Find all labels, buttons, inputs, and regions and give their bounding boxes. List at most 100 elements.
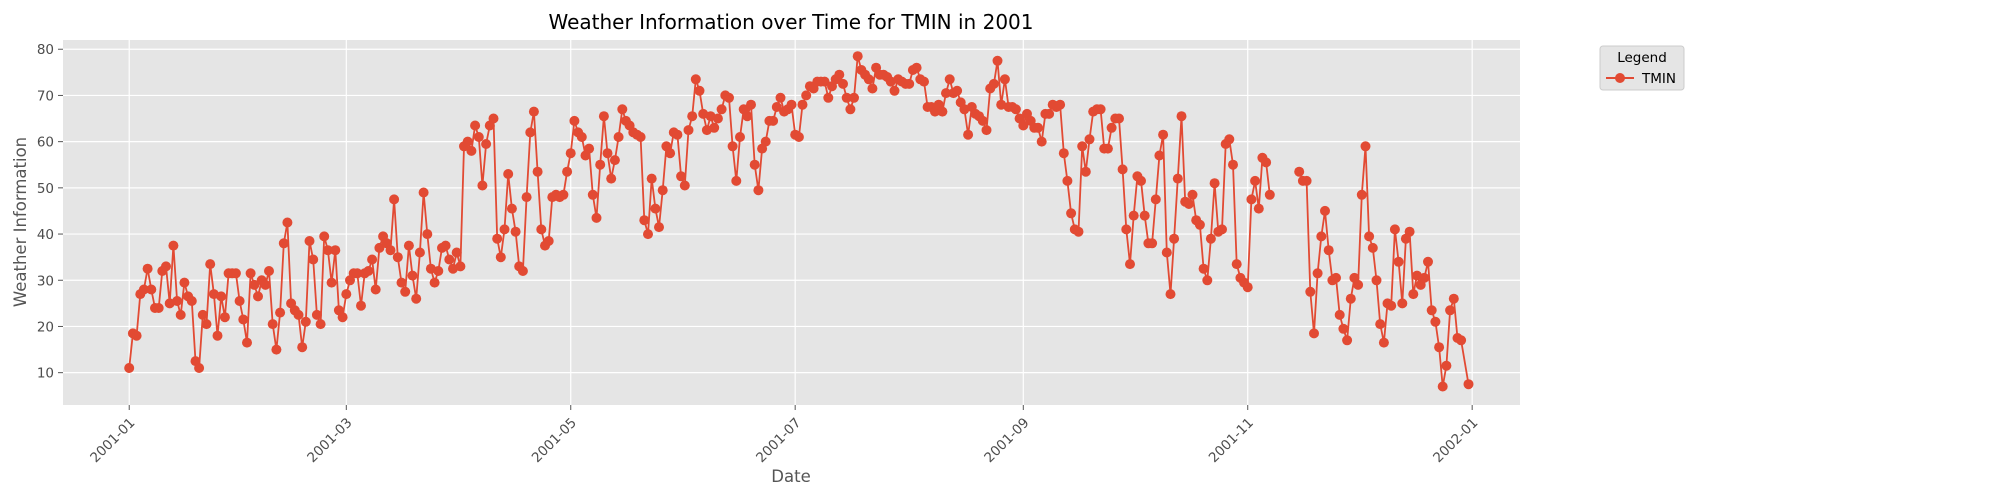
data-point (904, 78, 915, 89)
data-point (1183, 199, 1194, 209)
data-point (1136, 175, 1146, 186)
data-point (481, 139, 492, 149)
data-point (716, 104, 727, 115)
data-point (1158, 129, 1169, 140)
legend-marker-swatch (1615, 73, 1625, 83)
data-point (731, 175, 742, 186)
data-point (142, 263, 153, 274)
data-point (363, 266, 374, 276)
data-point (367, 254, 378, 265)
data-point (1217, 224, 1227, 235)
data-point (1456, 335, 1467, 346)
data-point (617, 104, 628, 115)
data-point (963, 129, 974, 140)
data-point (1441, 360, 1452, 371)
data-point (1334, 309, 1345, 320)
data-point (433, 266, 444, 276)
data-point (543, 236, 554, 246)
data-point (1106, 122, 1117, 133)
x-tick-label: 2001-09 (981, 415, 1032, 466)
data-point (282, 217, 293, 228)
data-point (1209, 178, 1220, 189)
data-point (775, 92, 786, 103)
data-point (793, 132, 804, 142)
data-point (1261, 157, 1272, 168)
data-point (124, 363, 135, 373)
series-layer (124, 51, 1474, 392)
data-point (849, 92, 859, 103)
data-point (444, 254, 455, 265)
data-point (591, 212, 602, 223)
data-point (1150, 194, 1161, 205)
data-point (672, 129, 683, 140)
data-point (598, 111, 609, 122)
data-point (525, 127, 536, 138)
data-point (889, 85, 900, 96)
data-point (845, 104, 856, 115)
data-point (941, 88, 951, 99)
data-point (356, 300, 366, 311)
data-point (175, 309, 186, 320)
data-point (451, 247, 462, 258)
data-point (1294, 166, 1305, 177)
data-point (576, 132, 587, 142)
data-point (418, 187, 429, 198)
data-point (595, 159, 606, 170)
y-tick-label: 60 (37, 135, 54, 151)
data-point (1165, 289, 1176, 300)
chart-title: Weather Information over Time for TMIN i… (549, 10, 1034, 34)
data-point (797, 99, 808, 110)
data-point (245, 268, 256, 279)
data-point (823, 92, 834, 103)
data-point (988, 78, 999, 89)
data-point (1430, 316, 1441, 327)
data-point (293, 309, 304, 320)
data-point (1147, 238, 1158, 249)
legend: Legend TMIN (1599, 45, 1685, 91)
data-point (422, 229, 433, 240)
data-point (1360, 141, 1371, 152)
data-point (999, 74, 1010, 85)
x-tick-label: 2001-01 (87, 415, 138, 466)
data-point (161, 261, 171, 272)
data-point (679, 180, 690, 191)
data-point (275, 307, 286, 318)
data-point (1114, 113, 1124, 124)
data-point (315, 319, 326, 330)
data-point (297, 342, 308, 353)
data-point (753, 185, 764, 196)
data-point (1463, 379, 1474, 390)
data-point (1231, 259, 1242, 270)
data-point (1169, 233, 1180, 244)
y-tick-label: 70 (37, 88, 54, 104)
y-tick-label: 10 (37, 366, 54, 382)
data-point (462, 136, 473, 147)
data-point (1419, 272, 1430, 283)
data-point (1172, 173, 1183, 184)
data-point (260, 279, 271, 290)
data-point (385, 245, 396, 256)
data-point (1364, 231, 1375, 242)
data-point (517, 266, 528, 276)
data-point (727, 141, 738, 152)
data-point (440, 240, 451, 251)
data-point (587, 189, 598, 200)
data-point (186, 296, 197, 306)
data-point (503, 169, 514, 179)
data-point (1161, 247, 1172, 258)
data-point (654, 222, 664, 233)
data-point (278, 238, 289, 249)
data-point (1338, 323, 1349, 334)
x-tick-label: 2002-01 (1430, 415, 1481, 466)
data-point (819, 76, 830, 87)
data-point (1117, 164, 1128, 175)
data-point (1250, 175, 1261, 186)
data-point (1176, 111, 1187, 122)
data-point (374, 242, 385, 253)
data-point (1187, 189, 1198, 200)
data-point (760, 136, 771, 147)
data-point (1194, 219, 1205, 230)
series-line-tmin (1298, 145, 1470, 388)
data-point (466, 145, 477, 156)
data-point (952, 85, 963, 96)
